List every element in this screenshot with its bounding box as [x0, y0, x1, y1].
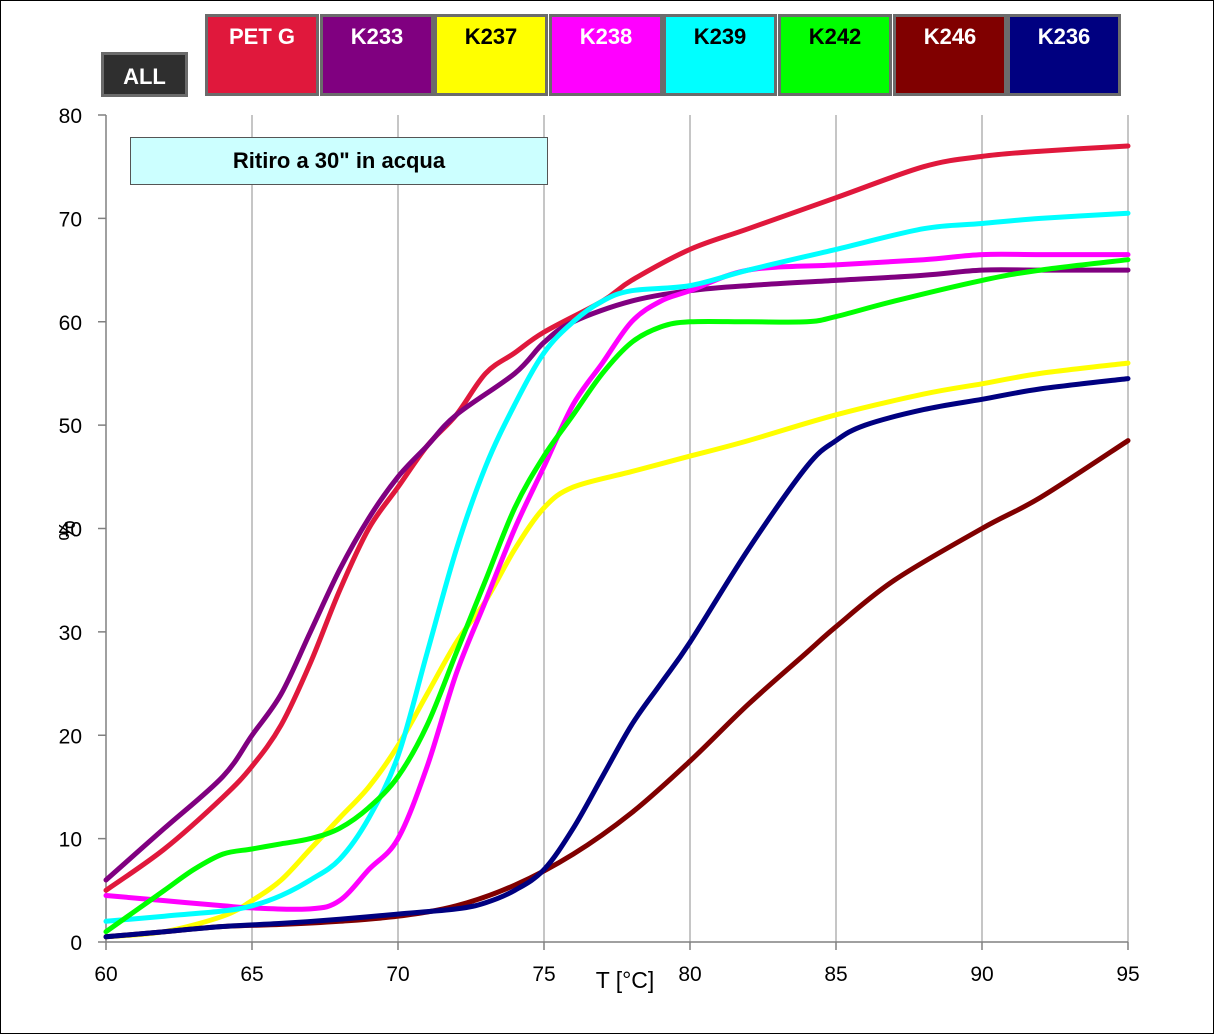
- x-tick-label: 60: [94, 963, 117, 986]
- all-series-button[interactable]: ALL: [101, 52, 188, 97]
- series-lines: [103, 143, 1131, 940]
- y-tick-labels: 0 10 20 30 40 50 60 70 80: [59, 105, 82, 955]
- y-tick-label: 40: [59, 519, 82, 542]
- x-tick-label: 75: [532, 963, 555, 986]
- x-tick-label: 70: [386, 963, 409, 986]
- series-button-k237[interactable]: K237: [434, 14, 548, 96]
- chart-title: Ritiro a 30" in acqua: [130, 137, 548, 185]
- y-tick-label: 50: [59, 415, 82, 438]
- series-line-k237: [103, 360, 1131, 940]
- series-line-pet-g: [103, 143, 1131, 893]
- series-line-k238: [103, 251, 1131, 912]
- x-tick-labels: 60 65 70 75 80 85 90 95: [94, 963, 1139, 986]
- series-button-k242[interactable]: K242: [778, 14, 892, 96]
- series-button-k238[interactable]: K238: [549, 14, 663, 96]
- y-tick-label: 70: [59, 208, 82, 231]
- x-tick-label: 80: [678, 963, 701, 986]
- series-line-k239: [103, 210, 1131, 924]
- y-tick-label: 30: [59, 622, 82, 645]
- series-button-k233[interactable]: K233: [320, 14, 434, 96]
- series-button-k239[interactable]: K239: [663, 14, 777, 96]
- series-line-k246: [103, 438, 1131, 940]
- series-button-k236[interactable]: K236: [1007, 14, 1121, 96]
- x-axis-label: T [°C]: [596, 967, 655, 993]
- series-button-k246[interactable]: K246: [893, 14, 1007, 96]
- y-tick-label: 10: [59, 829, 82, 852]
- grid-lines: [251, 115, 1129, 942]
- x-tick-label: 90: [970, 963, 993, 986]
- series-button-pet-g[interactable]: PET G: [205, 14, 319, 96]
- series-line-k236: [103, 376, 1131, 940]
- y-tick-label: 60: [59, 312, 82, 335]
- y-axis-label: %: [54, 520, 80, 540]
- series-line-k242: [103, 257, 1131, 935]
- x-tick-label: 95: [1116, 963, 1139, 986]
- y-tick-label: 20: [59, 725, 82, 748]
- y-tick-label: 0: [70, 932, 82, 955]
- x-tick-label: 65: [240, 963, 263, 986]
- x-tick-label: 85: [824, 963, 847, 986]
- y-tick-label: 80: [59, 105, 82, 128]
- axes: [98, 114, 1129, 950]
- series-line-k233: [103, 267, 1131, 883]
